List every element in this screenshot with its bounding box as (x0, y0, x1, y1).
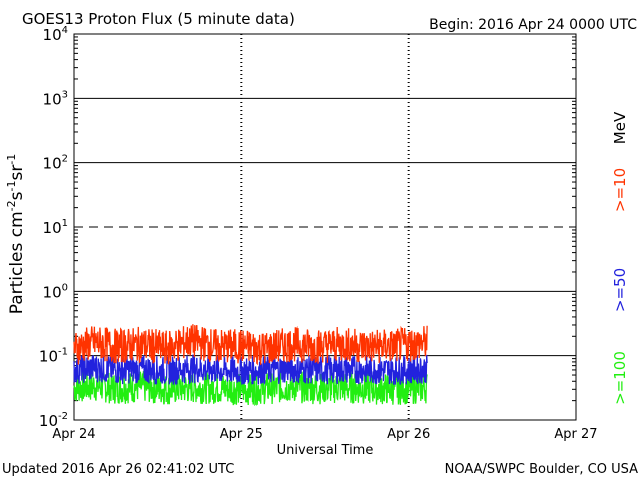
y-axis-label-mid1: s (7, 191, 27, 200)
y-tick-label: 102 (43, 154, 68, 173)
y-axis-label: Particles cm-2s-1sr-1 (5, 154, 27, 315)
x-tick-labels: Apr 24 Apr 25 Apr 26 Apr 27 (52, 427, 597, 442)
begin-label: Begin: 2016 Apr 24 0000 UTC (429, 17, 637, 33)
x-tick-label: Apr 26 (387, 427, 430, 442)
y-tick-label: 101 (43, 218, 68, 237)
series-line-1 (73, 354, 428, 386)
y-tick-label: 10-2 (39, 411, 68, 430)
credit-label: NOAA/SWPC Boulder, CO USA (445, 462, 638, 477)
legend-ge100: >=100 (611, 351, 629, 405)
series-line-0 (73, 324, 428, 366)
y-axis-label-exp3: -1 (5, 154, 18, 165)
chart-title: GOES13 Proton Flux (5 minute data) (22, 10, 295, 28)
series-layer (73, 324, 428, 407)
y-tick-label: 100 (43, 282, 68, 301)
x-tick-label: Apr 25 (220, 427, 263, 442)
updated-label: Updated 2016 Apr 26 02:41:02 UTC (2, 462, 234, 477)
y-axis-label-exp1: -2 (5, 200, 18, 211)
y-axis-label-base: Particles cm (7, 211, 27, 314)
y-tick-labels: 104 103 102 101 100 10-1 10-2 (39, 25, 68, 430)
y-tick-label: 104 (43, 25, 68, 44)
x-axis-label: Universal Time (277, 443, 374, 458)
x-tick-label: Apr 24 (52, 427, 95, 442)
unit-label: MeV (611, 111, 629, 144)
gridlines (74, 36, 576, 402)
y-tick-label: 103 (43, 89, 68, 108)
legend-ge10: >=10 (611, 168, 629, 212)
y-axis-label-exp2: -1 (5, 181, 18, 192)
y-axis-label-mid2: sr (7, 165, 27, 181)
x-tick-label: Apr 27 (554, 427, 597, 442)
y-tick-label: 10-1 (39, 347, 68, 366)
day-separators (240, 34, 410, 420)
legend-ge50: >=50 (611, 268, 629, 312)
